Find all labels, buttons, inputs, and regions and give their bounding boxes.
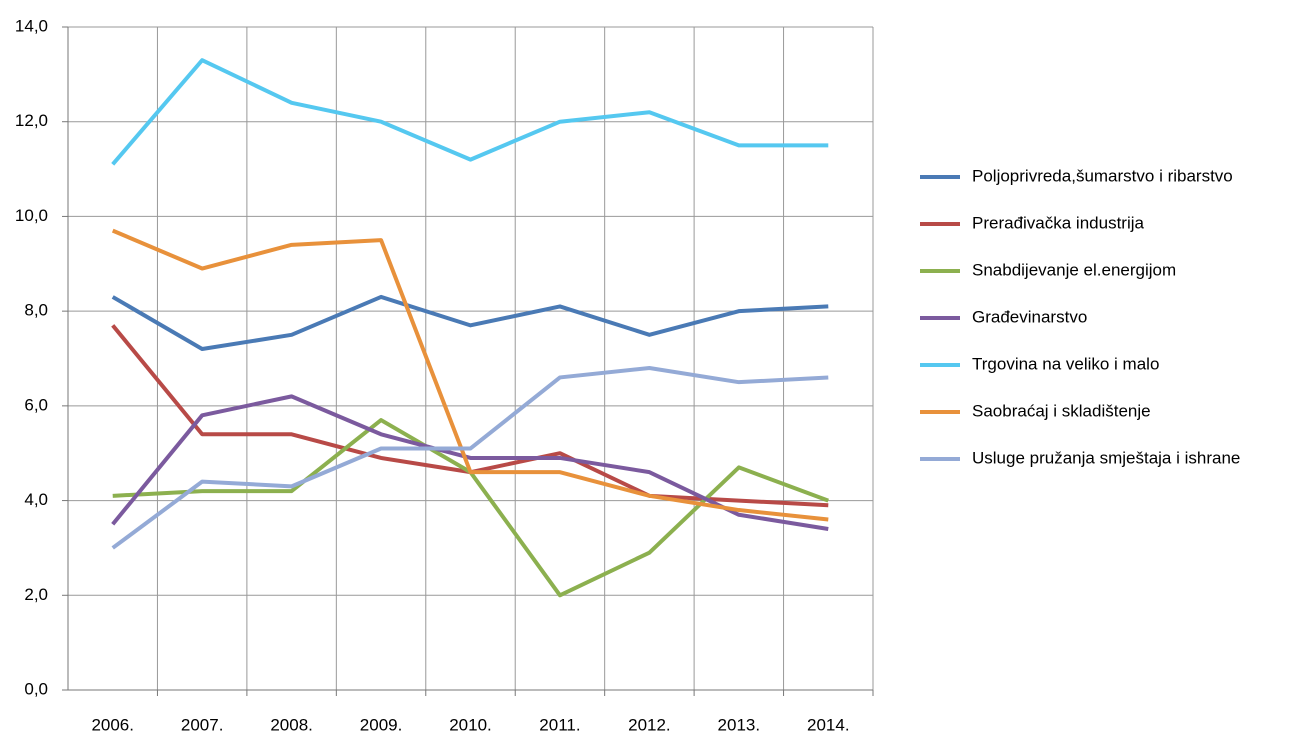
series-line [111,394,829,531]
x-tick-label: 2014. [807,715,850,734]
legend-label: Snabdijevanje el.energijom [972,260,1176,279]
x-tick-label: 2010. [449,715,492,734]
x-tick-label: 2013. [718,715,761,734]
y-tick-label: 2,0 [24,585,48,604]
legend-label: Usluge pružanja smještaja i ishrane [972,448,1240,467]
y-tick-label: 4,0 [24,490,48,509]
legend-label: Saobraćaj i skladištenje [972,401,1151,420]
legend-label: Poljoprivreda,šumarstvo i ribarstvo [972,166,1233,185]
y-tick-label: 10,0 [15,206,48,225]
x-tick-label: 2008. [270,715,313,734]
legend-label: Trgovina na veliko i malo [972,354,1159,373]
x-tick-label: 2006. [91,715,134,734]
legend-label: Prerađivačka industrija [972,213,1145,232]
x-tick-label: 2011. [539,715,580,734]
series-line [111,228,829,522]
y-tick-label: 12,0 [15,111,48,130]
x-tick-label: 2012. [628,715,671,734]
y-tick-label: 6,0 [24,395,48,414]
series-line [111,58,829,166]
y-tick-label: 0,0 [24,679,48,698]
series-line [111,294,829,352]
series-line [111,365,829,550]
y-tick-label: 8,0 [24,301,48,320]
x-tick-label: 2007. [181,715,224,734]
series-line [111,324,829,508]
y-tick-label: 14,0 [15,16,48,35]
legend-label: Građevinarstvo [972,307,1087,326]
x-tick-label: 2009. [360,715,403,734]
